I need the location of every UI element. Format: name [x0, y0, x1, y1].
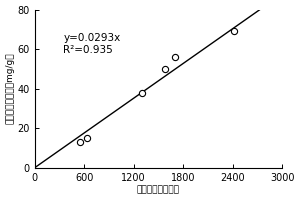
- Point: [172, 55, 177, 59]
- Point: [163, 67, 167, 70]
- Point: [78, 140, 82, 144]
- Point: [140, 91, 144, 94]
- Y-axis label: 单位质量含水量（mg/g）: 单位质量含水量（mg/g）: [6, 53, 15, 124]
- Point: [85, 137, 90, 140]
- Text: y=0.0293x
R²=0.935: y=0.0293x R²=0.935: [64, 33, 121, 55]
- X-axis label: 单位质量信号幅度: 单位质量信号幅度: [137, 185, 180, 194]
- Point: [232, 30, 237, 33]
